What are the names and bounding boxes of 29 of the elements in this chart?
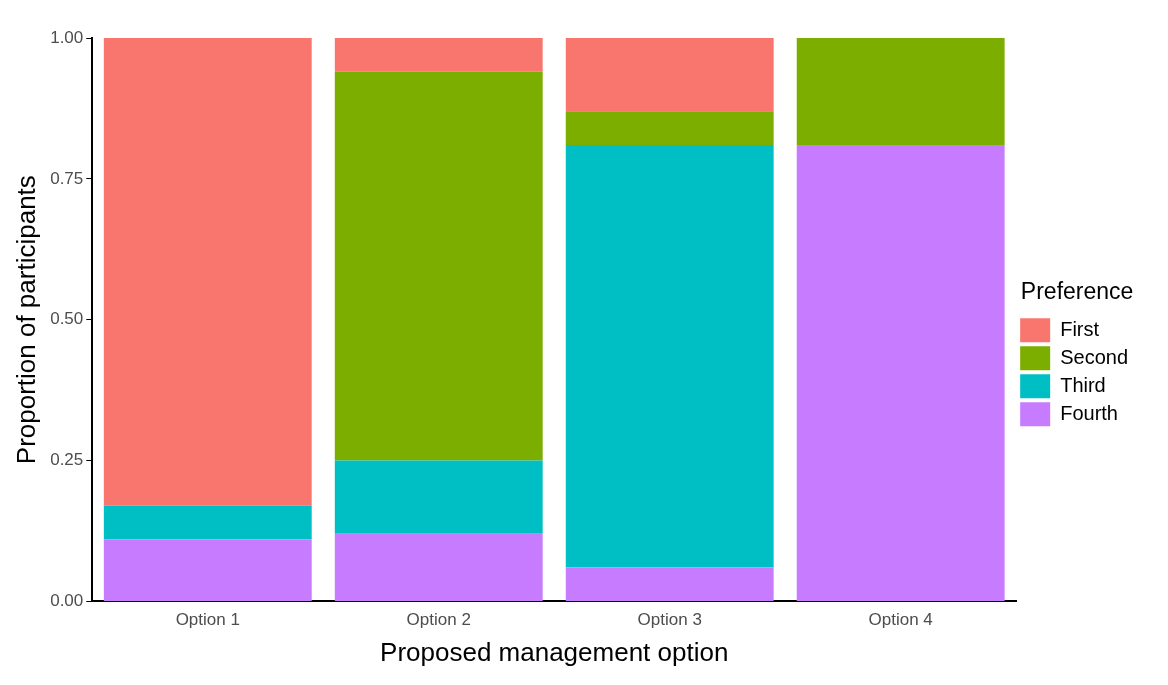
bar [565, 38, 774, 112]
x-axis-title: Proposed management option [380, 636, 729, 667]
bar [796, 145, 1005, 601]
bar [334, 38, 543, 72]
bar [565, 111, 774, 146]
y-tick-label: 0.50 [50, 309, 84, 329]
legend-label: Fourth [1060, 401, 1118, 424]
y-tick-label: 0.25 [50, 450, 84, 470]
legend-label: Third [1060, 373, 1106, 396]
x-tick-label: Option 1 [175, 610, 240, 630]
bar [103, 38, 312, 506]
bar [334, 460, 543, 534]
bar [334, 71, 543, 461]
legend-title: Preference [1020, 277, 1134, 304]
y-tick-label: 0.00 [50, 591, 84, 611]
y-tick-label: 1.00 [50, 27, 84, 47]
bar [103, 505, 312, 540]
x-tick-label: Option 3 [637, 610, 702, 630]
x-tick-label: Option 2 [406, 610, 471, 630]
bar [796, 38, 1005, 146]
y-axis-title: Proportion of participants [10, 175, 41, 465]
x-tick-label: Option 4 [868, 610, 933, 630]
bar [103, 539, 312, 601]
legend-label: First [1060, 317, 1100, 340]
bar [565, 145, 774, 568]
y-tick-label: 0.75 [50, 168, 84, 188]
legend-label: Second [1060, 345, 1129, 368]
bar [565, 567, 774, 601]
bar [334, 533, 543, 601]
